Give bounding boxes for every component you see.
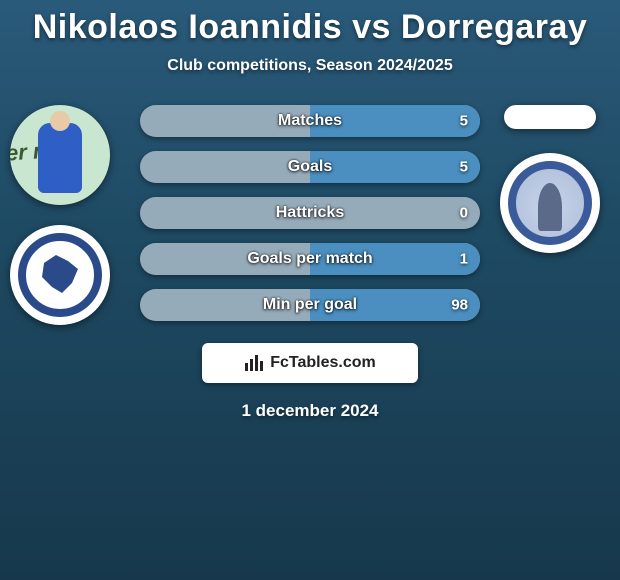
right-player-photo xyxy=(504,105,596,129)
stat-value-right: 1 xyxy=(460,251,468,268)
player-body-shape xyxy=(38,123,82,193)
right-club-emblem xyxy=(538,183,562,231)
date-label: 1 december 2024 xyxy=(0,401,620,421)
left-club-badge xyxy=(10,225,110,325)
branding-badge: FcTables.com xyxy=(202,343,418,383)
branding-text: FcTables.com xyxy=(270,354,376,372)
bar-chart-icon xyxy=(244,354,264,372)
subtitle: Club competitions, Season 2024/2025 xyxy=(0,57,620,75)
stat-value-right: 5 xyxy=(460,113,468,130)
stat-row: Hattricks0 xyxy=(140,197,480,229)
stat-value-right: 0 xyxy=(460,205,468,222)
stat-value-right: 98 xyxy=(451,297,468,314)
stat-rows: Matches5 Goals5 Hattricks0 Goals per match1… xyxy=(140,105,480,321)
right-club-badge xyxy=(500,153,600,253)
stat-row: Min per goal98 xyxy=(140,289,480,321)
stat-bar-right xyxy=(310,151,480,183)
comparison-panel: er ni Matches5 Goals5 Hattricks0 Goals per … xyxy=(0,105,620,421)
stat-value-right: 5 xyxy=(460,159,468,176)
left-player-photo: er ni xyxy=(10,105,110,205)
left-player-column: er ni xyxy=(10,105,110,325)
right-player-column xyxy=(500,105,600,253)
stat-bar-right xyxy=(310,105,480,137)
stat-bar-right xyxy=(310,243,480,275)
page-title: Nikolaos Ioannidis vs Dorregaray xyxy=(0,0,620,47)
player-head-shape xyxy=(50,111,70,131)
stat-row: Goals5 xyxy=(140,151,480,183)
stat-row: Matches5 xyxy=(140,105,480,137)
stat-row: Goals per match1 xyxy=(140,243,480,275)
